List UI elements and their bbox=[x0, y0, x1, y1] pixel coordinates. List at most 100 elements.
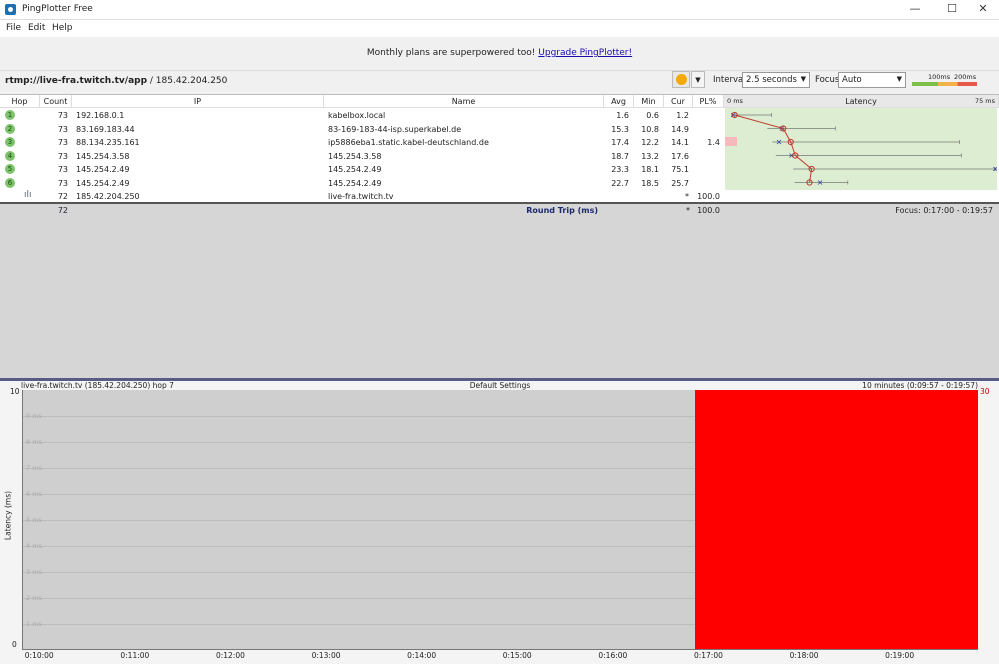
grid-line bbox=[23, 494, 978, 495]
menu-file[interactable]: File bbox=[6, 23, 22, 33]
interval-select[interactable]: 2.5 seconds ▼ bbox=[742, 72, 810, 88]
minimize-button[interactable]: — bbox=[909, 2, 921, 15]
grid-line bbox=[23, 572, 978, 573]
focus-select[interactable]: Auto ▼ bbox=[838, 72, 906, 88]
avg: 18.7 bbox=[611, 151, 629, 161]
avg-marker bbox=[787, 138, 794, 146]
hop-badge: 2 bbox=[5, 123, 15, 134]
col-cur[interactable]: Cur bbox=[664, 95, 693, 108]
x-tick-label: 0:10:00 bbox=[24, 651, 54, 660]
avg-marker bbox=[731, 111, 738, 119]
grid-line bbox=[23, 520, 978, 521]
summary-row: 72 Round Trip (ms) * 100.0 Focus: 0:17:0… bbox=[0, 204, 999, 217]
grid-line bbox=[23, 598, 978, 599]
target-address[interactable]: rtmp://live-fra.twitch.tv/app / 185.42.2… bbox=[5, 76, 227, 86]
packet-loss: 100.0 bbox=[697, 192, 720, 201]
latency-min-label: 0 ms bbox=[727, 97, 743, 105]
hop-row[interactable]: 3 73 88.134.235.161 ip5886eba1.static.kab… bbox=[0, 136, 724, 150]
chevron-down-icon: ▼ bbox=[800, 75, 806, 83]
count: 73 bbox=[57, 138, 68, 147]
hop-row[interactable]: ılı 72 185.42.204.250 live-fra.twitch.tv … bbox=[0, 190, 724, 204]
right-value-label: 30 bbox=[980, 387, 990, 396]
x-tick-label: 0:16:00 bbox=[598, 651, 628, 660]
packet-loss: 1.4 bbox=[707, 138, 720, 147]
col-min[interactable]: Min bbox=[634, 95, 664, 108]
hop-row[interactable]: 2 73 83.169.183.44 83-169-183-44-isp.supe… bbox=[0, 123, 724, 137]
cur: 75.1 bbox=[671, 165, 689, 174]
avg: 23.3 bbox=[611, 165, 629, 174]
target-url: rtmp://live-fra.twitch.tv/app bbox=[5, 76, 148, 86]
avg: 22.7 bbox=[611, 178, 629, 188]
empty-pane bbox=[0, 217, 999, 378]
latency-header: Latency bbox=[845, 97, 877, 106]
interval-value: 2.5 seconds bbox=[746, 75, 797, 85]
timeline-graph: live-fra.twitch.tv (185.42.204.250) hop … bbox=[0, 381, 999, 664]
graph-title: live-fra.twitch.tv (185.42.204.250) hop … bbox=[21, 381, 174, 390]
summary-count: 72 bbox=[57, 206, 68, 215]
host-name: 145.254.3.58 bbox=[328, 151, 382, 161]
menu-help[interactable]: Help bbox=[52, 23, 73, 33]
col-latency[interactable]: 0 ms Latency 75 ms bbox=[724, 95, 999, 108]
min: 18.5 bbox=[641, 178, 659, 188]
x-tick-label: 0:18:00 bbox=[789, 651, 819, 660]
current-marker: × bbox=[817, 178, 824, 187]
graph-plot-area[interactable]: 9 ms 8 ms 7 ms 6 ms 5 ms 4 ms 3 ms 2 ms 1 ms bbox=[22, 390, 978, 650]
col-pl[interactable]: PL% bbox=[693, 95, 724, 108]
graph-settings[interactable]: Default Settings bbox=[469, 381, 531, 390]
grid-line bbox=[23, 624, 978, 625]
x-tick-label: 0:19:00 bbox=[885, 651, 915, 660]
focus-range: Focus: 0:17:00 - 0:19:57 bbox=[895, 206, 993, 215]
count: 73 bbox=[57, 151, 68, 161]
ip: 145.254.2.49 bbox=[76, 165, 130, 174]
grid-label: 6 ms bbox=[26, 490, 42, 498]
scale-bar bbox=[912, 82, 977, 86]
col-ip[interactable]: IP bbox=[72, 95, 324, 108]
target-bar: rtmp://live-fra.twitch.tv/app / 185.42.2… bbox=[0, 70, 999, 92]
close-button[interactable]: ✕ bbox=[978, 2, 988, 15]
packet-loss-region bbox=[695, 390, 978, 649]
bar-chart-icon: ılı bbox=[24, 190, 32, 200]
cur: 25.7 bbox=[671, 178, 689, 188]
hop-badge: 4 bbox=[5, 150, 15, 161]
hop-badge: 3 bbox=[5, 137, 15, 147]
pause-dropdown[interactable]: ▼ bbox=[691, 71, 705, 88]
host-name: 145.254.2.49 bbox=[328, 178, 382, 188]
host-name: 83-169-183-44-isp.superkabel.de bbox=[328, 124, 462, 134]
cur: 17.6 bbox=[671, 151, 689, 161]
pane-splitter[interactable] bbox=[0, 378, 999, 381]
col-avg[interactable]: Avg bbox=[604, 95, 634, 108]
col-hop[interactable]: Hop bbox=[0, 95, 40, 108]
grid-label: 4 ms bbox=[26, 542, 42, 550]
menu-edit[interactable]: Edit bbox=[28, 23, 46, 33]
upgrade-link[interactable]: Upgrade PingPlotter! bbox=[538, 48, 633, 58]
col-name[interactable]: Name bbox=[324, 95, 604, 108]
count: 73 bbox=[57, 178, 68, 188]
hop-row[interactable]: 6 73 145.254.2.49 145.254.2.49 22.7 18.5 … bbox=[0, 177, 724, 191]
hop-row[interactable]: 5 73 145.254.2.49 145.254.2.49 23.3 18.1 … bbox=[0, 163, 724, 177]
host-name: kabelbox.local bbox=[328, 111, 386, 120]
cur: 14.9 bbox=[671, 124, 689, 134]
y-top-label: 10 bbox=[10, 387, 20, 396]
col-count[interactable]: Count bbox=[40, 95, 72, 108]
y-axis-label: Latency (ms) bbox=[3, 490, 13, 541]
pause-button[interactable] bbox=[672, 71, 690, 88]
target-ip: / 185.42.204.250 bbox=[147, 76, 228, 86]
latency-max-label: 75 ms bbox=[974, 97, 995, 105]
summary-cur: * bbox=[686, 206, 690, 215]
grid-label: 9 ms bbox=[26, 412, 42, 420]
avg-marker bbox=[806, 179, 813, 186]
hop-badge: 5 bbox=[5, 164, 15, 174]
hop-row[interactable]: 1 73 192.168.0.1 kabelbox.local 1.6 0.6 1… bbox=[0, 109, 724, 123]
ip: 185.42.204.250 bbox=[76, 192, 140, 201]
hop-row[interactable]: 4 73 145.254.3.58 145.254.3.58 18.7 13.2 … bbox=[0, 150, 724, 164]
current-marker: × bbox=[788, 151, 795, 160]
current-marker: × bbox=[776, 138, 783, 147]
y-bottom-label: 0 bbox=[12, 640, 17, 649]
summary-pl: 100.0 bbox=[697, 206, 720, 215]
ip: 88.134.235.161 bbox=[76, 138, 140, 147]
count: 73 bbox=[57, 111, 68, 120]
summary-label: Round Trip (ms) bbox=[526, 206, 598, 215]
grid-line bbox=[23, 546, 978, 547]
maximize-button[interactable]: ☐ bbox=[947, 2, 957, 15]
packet-loss-bar bbox=[725, 137, 737, 146]
